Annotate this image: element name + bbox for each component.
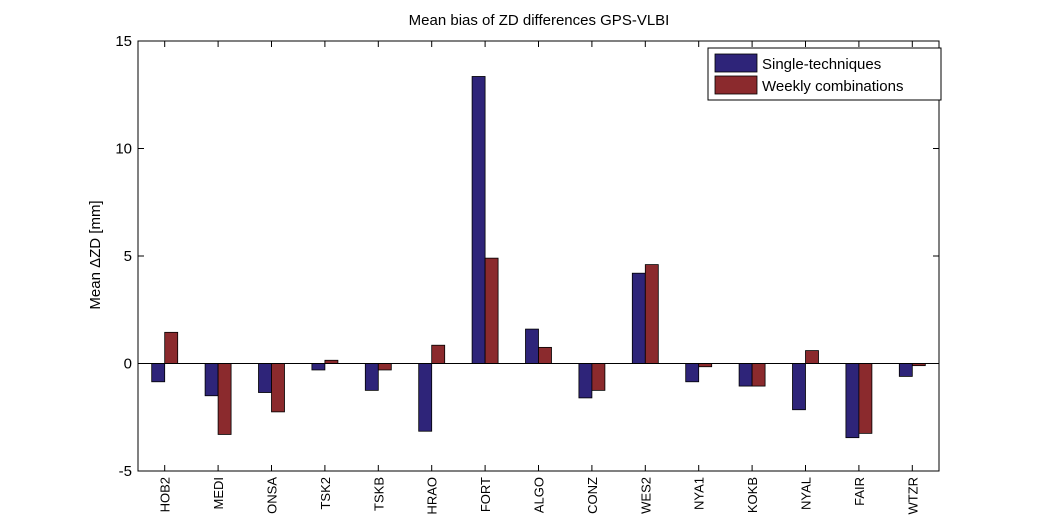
bar-tskb-series-1 xyxy=(364,363,379,391)
bar-conz-series-1 xyxy=(578,363,593,399)
x-tick-label-tskb: TSKB xyxy=(371,477,386,511)
legend-swatch-series-2 xyxy=(714,75,758,95)
x-tick-label-conz: CONZ xyxy=(585,477,600,514)
y-tick-label: 5 xyxy=(124,248,132,265)
bar-kokb-series-2 xyxy=(751,363,766,387)
bars-group xyxy=(138,76,939,439)
y-tick-label: 10 xyxy=(115,141,132,158)
x-tick-label-fair: FAIR xyxy=(852,477,867,506)
legend-swatch-series-1 xyxy=(714,53,758,73)
bar-medi-series-2 xyxy=(217,363,232,435)
x-tick-label-wtzr: WTZR xyxy=(905,477,920,515)
y-axis-label: Mean ΔZD [mm] xyxy=(87,200,104,309)
x-tick-label-nyal: NYAL xyxy=(799,477,814,510)
bar-fort-series-1 xyxy=(471,76,486,364)
bar-nyal-series-2 xyxy=(805,350,819,364)
bar-nya1-series-1 xyxy=(685,363,700,383)
y-tick-label: 15 xyxy=(115,33,132,50)
bar-hrao-series-1 xyxy=(418,363,433,432)
x-tick-label-wes2: WES2 xyxy=(638,477,653,514)
bar-hob2-series-1 xyxy=(151,363,166,383)
bar-fair-series-1 xyxy=(845,363,860,439)
bar-wtzr-series-1 xyxy=(898,363,913,377)
bar-hob2-series-2 xyxy=(164,331,179,364)
legend-label-series-1: Single-techniques xyxy=(762,56,881,73)
bar-conz-series-2 xyxy=(591,363,606,391)
y-tick-label: -5 xyxy=(119,463,132,480)
bar-onsa-series-1 xyxy=(258,363,272,393)
x-tick-label-hob2: HOB2 xyxy=(158,477,173,512)
ticks-group: -5 0 5 10 15 HOB2 MEDI ONSA TSK2 TSKB HRAO FORT ALGO… xyxy=(115,33,939,515)
x-tick-label-onsa: ONSA xyxy=(265,477,280,514)
plot-area-frame xyxy=(137,40,940,472)
bar-tskb-series-2 xyxy=(377,363,392,371)
x-tick-label-algo: ALGO xyxy=(532,477,547,513)
legend: Single-techniques Weekly combinations xyxy=(707,47,942,101)
legend-label-series-2: Weekly combinations xyxy=(762,78,903,95)
y-tick-label: 0 xyxy=(124,356,132,373)
x-tick-label-medi: MEDI xyxy=(211,477,226,510)
bar-fair-series-2 xyxy=(858,363,873,434)
bar-kokb-series-1 xyxy=(738,363,753,387)
chart-title: Mean bias of ZD differences GPS-VLBI xyxy=(409,12,670,29)
bar-fort-series-2 xyxy=(484,257,499,364)
bar-algo-series-2 xyxy=(538,346,552,364)
bar-onsa-series-2 xyxy=(271,363,285,413)
x-tick-label-tsk2: TSK2 xyxy=(318,477,333,510)
x-tick-label-fort: FORT xyxy=(478,477,493,512)
x-tick-label-hrao: HRAO xyxy=(425,477,440,515)
bar-hrao-series-2 xyxy=(431,344,446,364)
x-tick-label-kokb: KOKB xyxy=(745,477,760,513)
bar-algo-series-1 xyxy=(525,328,539,364)
bar-tsk2-series-1 xyxy=(311,363,326,371)
bar-wes2-series-2 xyxy=(644,264,659,364)
bar-medi-series-1 xyxy=(204,363,219,397)
bar-nyal-series-1 xyxy=(792,363,806,411)
x-tick-label-nya1: NYA1 xyxy=(692,477,707,510)
bar-wes2-series-1 xyxy=(631,272,646,364)
